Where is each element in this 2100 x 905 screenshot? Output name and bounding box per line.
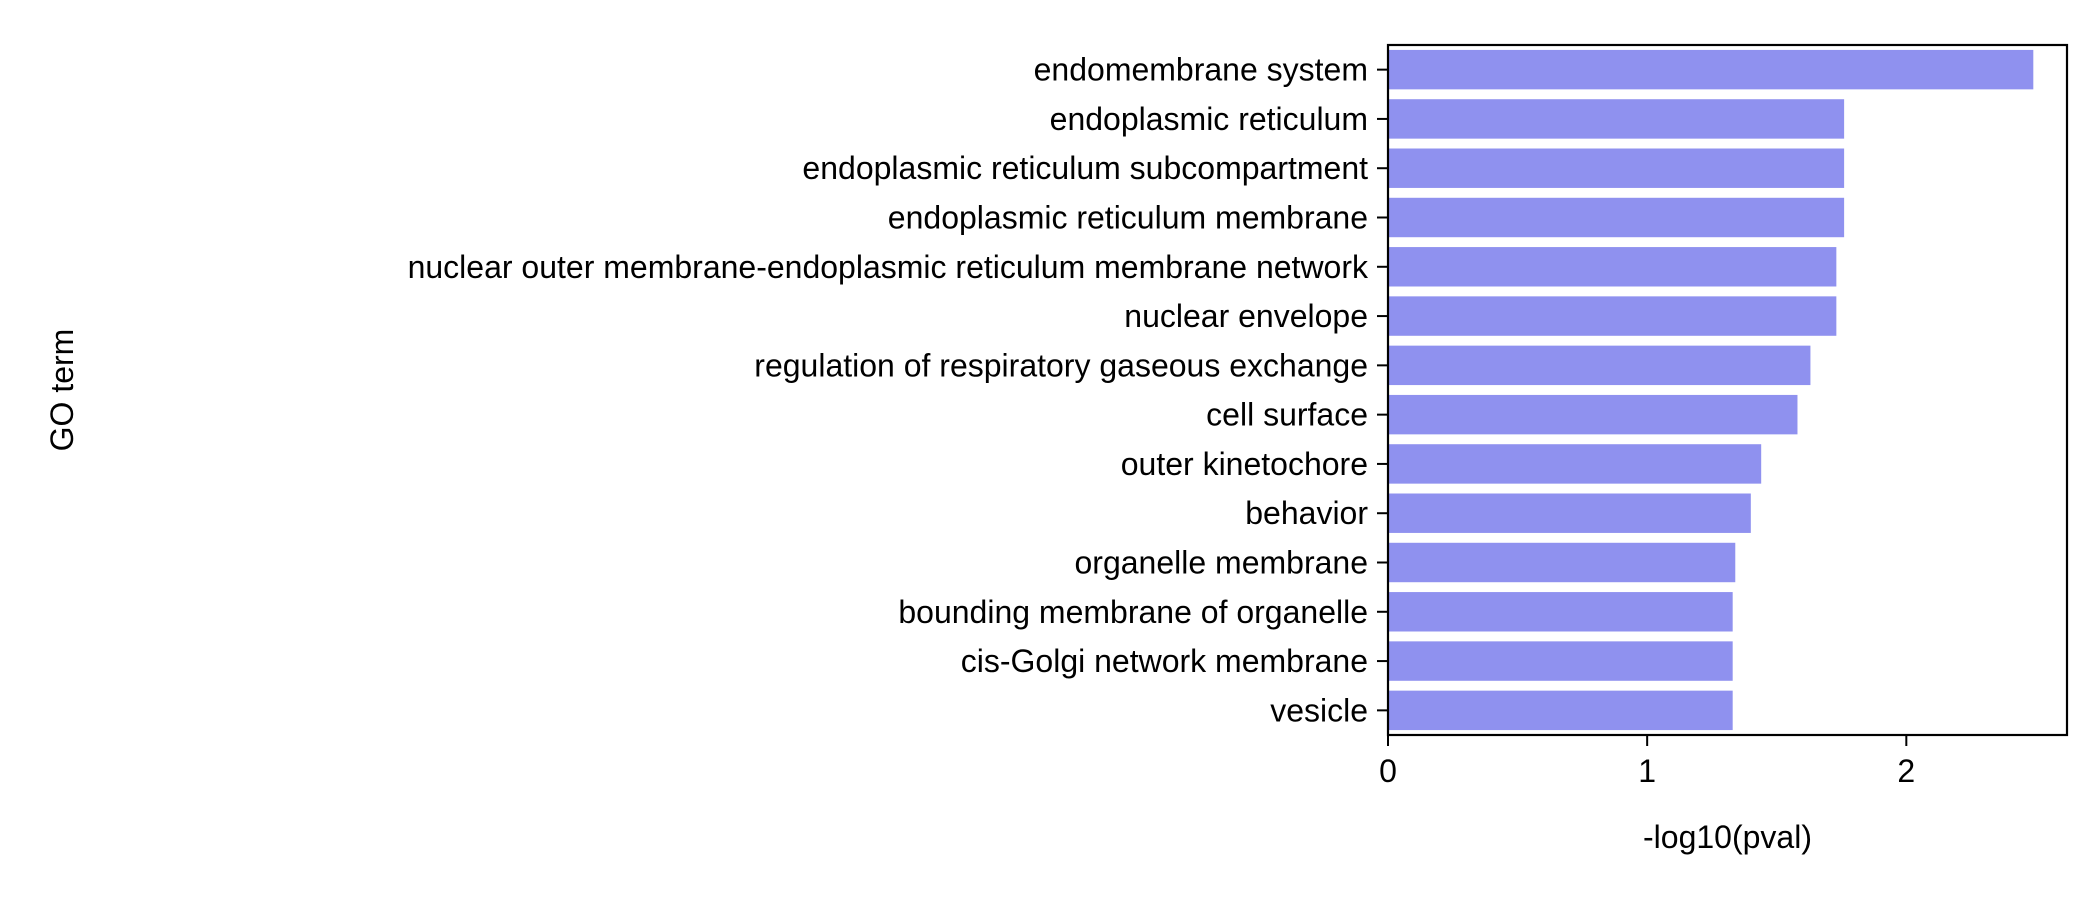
x-axis-label: -log10(pval) xyxy=(1643,819,1812,855)
bar xyxy=(1388,394,1798,435)
y-tick-label: nuclear outer membrane-endoplasmic retic… xyxy=(408,249,1369,285)
y-tick-label: vesicle xyxy=(1270,692,1368,728)
y-axis-ticks: endomembrane system endoplasmic reticulum… xyxy=(408,52,1388,728)
bar xyxy=(1388,444,1762,484)
y-tick-label: outer kinetochore xyxy=(1121,446,1368,482)
bar xyxy=(1388,247,1837,287)
bar xyxy=(1388,690,1733,731)
y-tick-label: cell surface xyxy=(1206,397,1368,433)
bar xyxy=(1388,493,1751,533)
bar xyxy=(1388,99,1845,139)
y-tick-label: bounding membrane of organelle xyxy=(898,594,1368,630)
bar xyxy=(1388,641,1733,681)
bar xyxy=(1388,296,1837,336)
y-tick-label: endoplasmic reticulum subcompartment xyxy=(802,150,1368,186)
bar xyxy=(1388,345,1811,386)
x-axis-ticks: 0 1 2 xyxy=(1379,735,1915,789)
y-tick-label: endoplasmic reticulum membrane xyxy=(888,200,1368,236)
y-axis-label: GO term xyxy=(44,329,80,452)
bars-layer xyxy=(1388,49,2034,731)
bar xyxy=(1388,592,1733,632)
x-tick-label: 0 xyxy=(1379,753,1397,789)
bar xyxy=(1388,148,1845,188)
y-tick-label: regulation of respiratory gaseous exchan… xyxy=(754,347,1368,383)
x-tick-label: 1 xyxy=(1638,753,1656,789)
plot-frame xyxy=(1386,43,2069,737)
y-tick-label: cis-Golgi network membrane xyxy=(961,643,1368,679)
y-tick-label: nuclear envelope xyxy=(1124,298,1368,334)
bar xyxy=(1388,49,2034,90)
y-tick-label: behavior xyxy=(1245,495,1368,531)
x-tick-label: 2 xyxy=(1897,753,1915,789)
y-tick-label: endomembrane system xyxy=(1034,52,1368,88)
y-tick-label: endoplasmic reticulum xyxy=(1050,101,1368,137)
y-tick-label: organelle membrane xyxy=(1075,545,1369,581)
bar xyxy=(1388,542,1736,583)
bar xyxy=(1388,197,1845,238)
